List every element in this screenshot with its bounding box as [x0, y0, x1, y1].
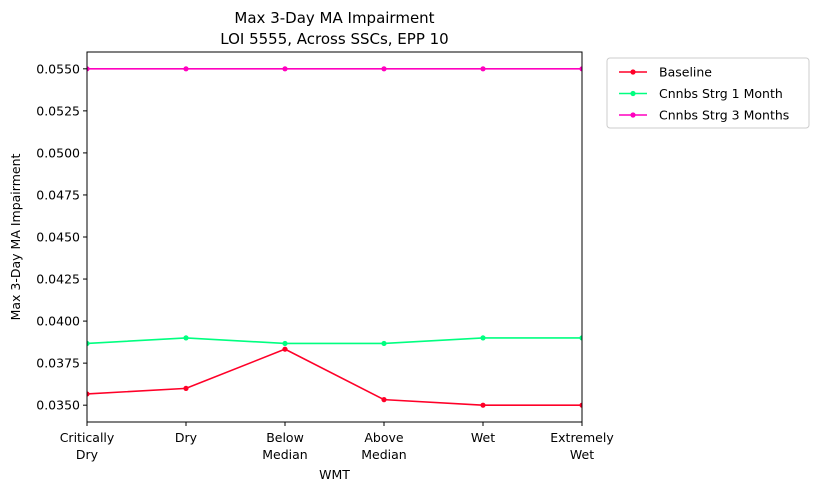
legend-label: Baseline [659, 65, 712, 80]
data-point [87, 66, 90, 72]
y-tick-label: 0.0525 [36, 103, 80, 118]
series-line [87, 348, 582, 406]
series-lines [87, 66, 582, 408]
series-0 [87, 346, 582, 408]
x-axis-label: WMT [319, 467, 350, 482]
x-tick-label: Median [361, 447, 406, 462]
series-line [87, 337, 582, 345]
data-point [282, 340, 288, 347]
data-point [282, 66, 288, 72]
y-tick-label: 0.0475 [36, 187, 80, 202]
legend-swatch-marker [630, 90, 636, 97]
x-tick-label: Median [262, 447, 307, 462]
y-tick-label: 0.0425 [36, 272, 80, 287]
y-tick-label: 0.0500 [36, 145, 80, 160]
series-1 [87, 335, 582, 347]
y-tick-label: 0.0450 [36, 230, 80, 245]
y-tick-label: 0.0550 [36, 61, 80, 76]
data-point [87, 391, 90, 397]
chart-title-line: Max 3-Day MA Impairment [234, 9, 434, 27]
x-tick-label: Wet [570, 447, 594, 462]
data-point [579, 402, 582, 408]
y-axis: 0.0350 0.0375 0.0400 0.0425 0.0450 0.0475 0.05… [36, 61, 87, 413]
chart-title: Max 3-Day MA Impairment LOI 5555, Across … [220, 9, 448, 48]
legend-swatch-marker [630, 112, 636, 118]
legend: Baseline Cnnbs Strg 1 Month Cnnbs Strg 3 M… [606, 57, 810, 129]
chart-title-line: LOI 5555, Across SSCs, EPP 10 [220, 30, 448, 48]
legend-label: Cnnbs Strg 3 Months [659, 108, 789, 123]
data-point [183, 385, 189, 391]
y-tick-label: 0.0350 [36, 398, 80, 413]
y-tick-label: 0.0400 [36, 314, 80, 329]
series-2 [87, 66, 582, 72]
x-tick-label: Dry [76, 447, 99, 462]
y-axis-label: Max 3-Day MA Impairment [8, 154, 23, 321]
data-point [381, 340, 387, 347]
data-point [480, 66, 486, 72]
x-tick-label: Extremely [550, 430, 614, 445]
x-tick-label: Dry [175, 430, 198, 445]
legend-swatch-marker [630, 69, 636, 75]
data-point [282, 346, 288, 352]
x-tick-label: Critically [60, 430, 115, 445]
data-point [480, 402, 486, 408]
y-tick-label: 0.0375 [36, 356, 80, 371]
data-point [381, 397, 387, 403]
x-tick-label: Wet [471, 430, 495, 445]
plot-area-frame [86, 51, 583, 423]
x-axis: Critically Dry Dry Below Median Above Median We… [60, 422, 614, 462]
data-point [579, 66, 582, 72]
data-point [183, 335, 189, 341]
data-point [480, 335, 486, 341]
data-point [381, 66, 387, 72]
legend-box [606, 57, 810, 129]
data-point [579, 335, 582, 341]
legend-label: Cnnbs Strg 1 Month [659, 86, 783, 101]
data-point [183, 66, 189, 72]
x-tick-label: Above [364, 430, 404, 445]
x-tick-label: Below [266, 430, 304, 445]
data-point [87, 340, 90, 347]
